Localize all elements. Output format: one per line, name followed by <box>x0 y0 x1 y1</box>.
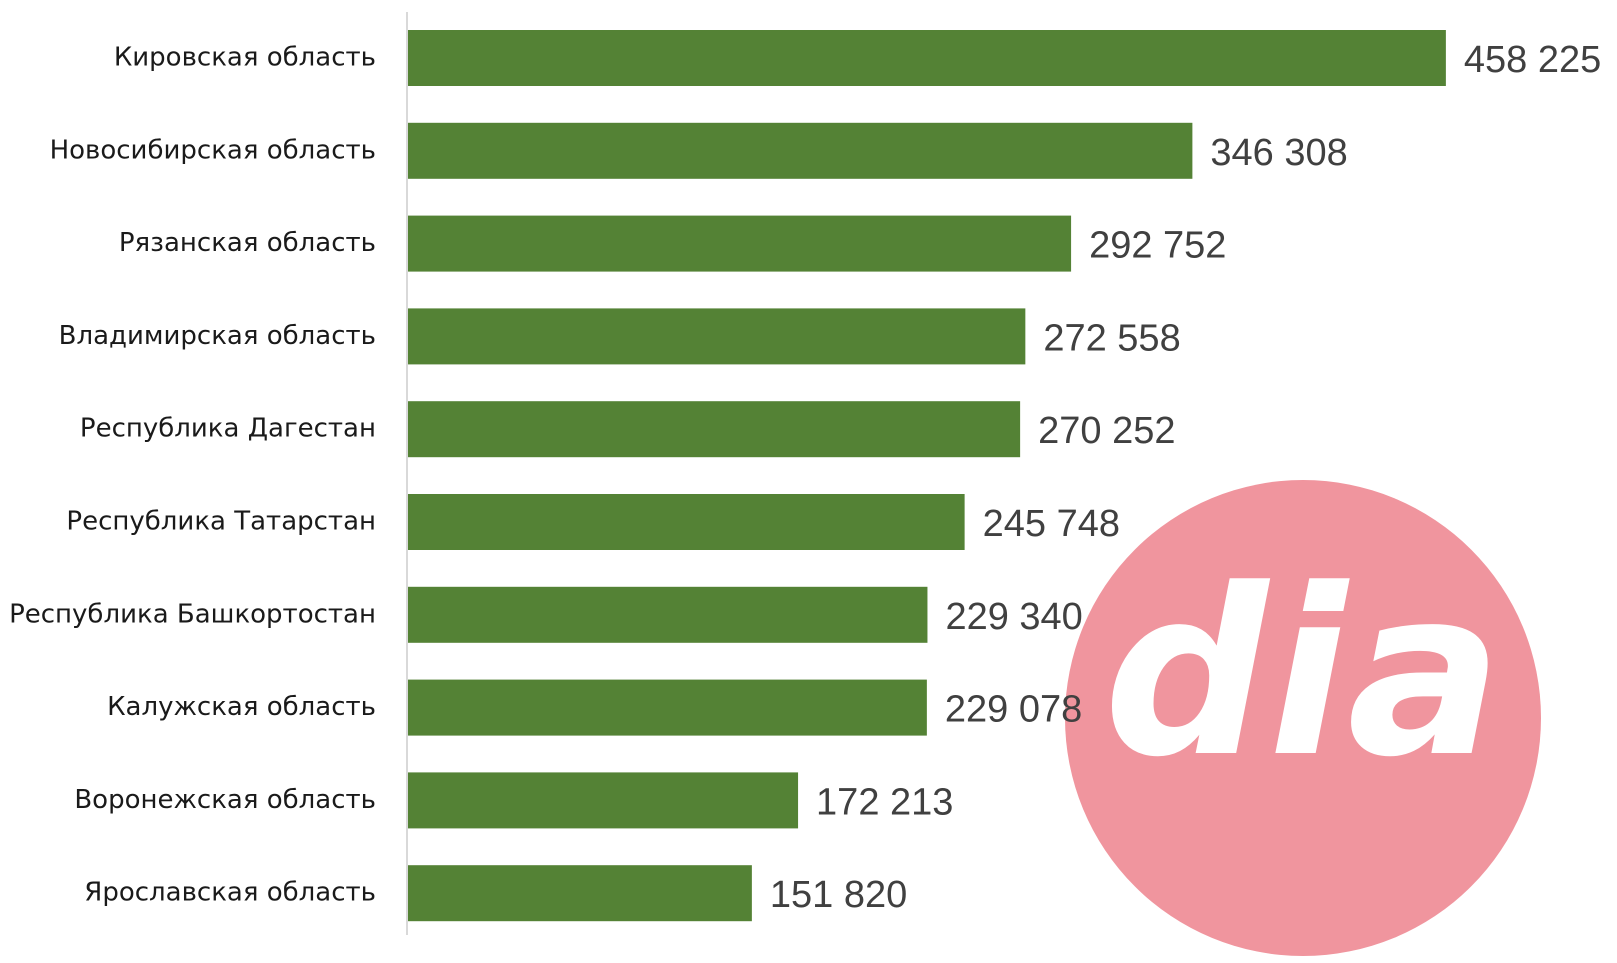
data-label: 270 252 <box>1038 410 1175 452</box>
watermark-circle <box>1065 480 1541 956</box>
bar <box>408 308 1026 365</box>
data-label: 172 213 <box>816 781 953 823</box>
data-label: 346 308 <box>1210 132 1347 174</box>
data-label: 151 820 <box>770 874 907 916</box>
y-tick-label: Владимирская область <box>59 321 376 351</box>
data-label: 245 748 <box>983 503 1120 545</box>
y-tick-label: Республика Татарстан <box>66 507 376 537</box>
y-tick-label: Рязанская область <box>119 228 376 258</box>
y-tick-label: Республика Башкортостан <box>9 599 376 629</box>
y-tick-label: Воронежская область <box>74 785 376 815</box>
watermark: dia <box>1104 541 1503 808</box>
data-label: 272 558 <box>1043 317 1180 359</box>
bar <box>408 586 928 643</box>
bar <box>408 122 1193 179</box>
bar <box>408 679 927 736</box>
data-label: 229 340 <box>945 596 1082 638</box>
bar <box>408 494 965 550</box>
y-tick-label: Новосибирская область <box>50 135 376 165</box>
data-label: 292 752 <box>1089 225 1226 267</box>
bar <box>408 772 799 829</box>
y-tick-label: Калужская область <box>107 692 376 722</box>
bar <box>408 215 1072 272</box>
data-label: 229 078 <box>945 689 1082 731</box>
y-tick-label: Республика Дагестан <box>80 414 376 444</box>
bar <box>408 865 752 922</box>
y-tick-label: Кировская область <box>114 43 376 73</box>
data-label: 458 225 <box>1464 39 1601 81</box>
y-tick-label: Ярославская область <box>84 878 376 908</box>
bar <box>408 401 1021 458</box>
bar <box>408 30 1446 86</box>
